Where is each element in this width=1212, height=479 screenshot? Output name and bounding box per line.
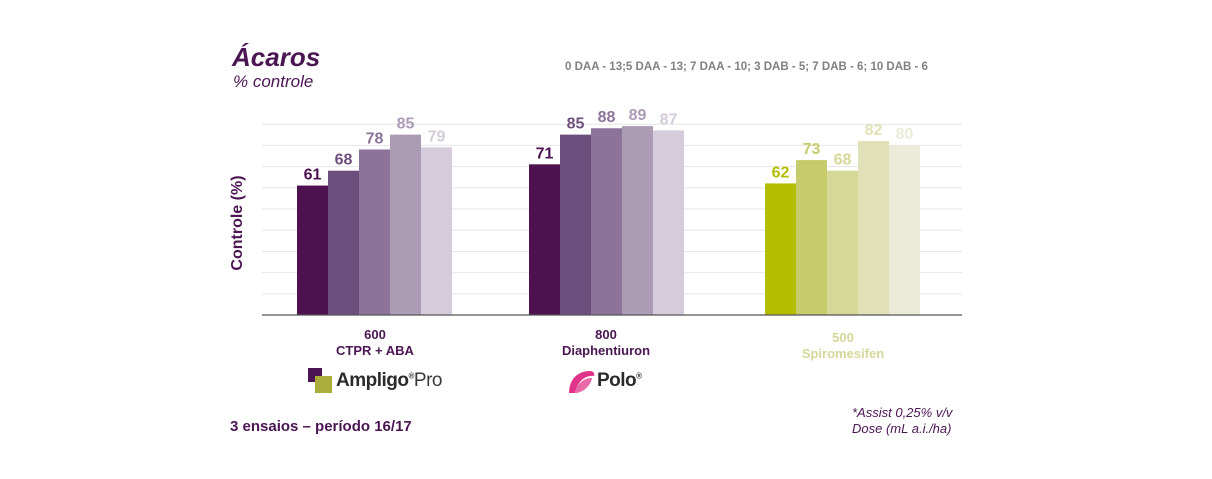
data-label: 61: [304, 167, 322, 184]
data-label: 85: [567, 116, 585, 133]
footnotes: *Assist 0,25% v/v Dose (mL a.i./ha): [852, 405, 952, 437]
ampligo-registered: ®: [408, 371, 415, 381]
data-label: 68: [834, 152, 852, 169]
bar: [328, 170, 359, 315]
data-label: 71: [536, 145, 554, 162]
bar: [421, 147, 452, 315]
polo-mark-icon: [569, 371, 595, 393]
ampligo-pro-logo: Ampligo®Pro: [308, 368, 442, 394]
ampligo-brand-suffix: Pro: [413, 370, 443, 391]
data-label: 62: [772, 164, 790, 181]
group-label-diaphentiuron: 800 Diaphentiuron: [506, 327, 706, 359]
data-label: 80: [896, 126, 914, 143]
polo-brand-name: Polo: [597, 370, 637, 391]
ampligo-brand-name: Ampligo: [336, 370, 409, 391]
data-label: 79: [428, 128, 446, 145]
data-label: 68: [335, 152, 353, 169]
group-dose: 800: [595, 327, 617, 342]
group-label-spiromesifen: 500 Spiromesifen: [743, 330, 943, 362]
group-name: Spiromesifen: [801, 346, 885, 361]
bar: [796, 160, 827, 315]
bar: [622, 126, 653, 315]
bar: [297, 185, 328, 315]
bar: [889, 145, 920, 315]
bar: [390, 134, 421, 315]
data-label: 73: [803, 141, 821, 158]
group-label-ctpr-aba: 600 CTPR + ABA: [275, 327, 475, 359]
group-dose: 500: [832, 330, 854, 345]
polo-logo: Polo®: [566, 367, 642, 395]
group-name: Diaphentiuron: [561, 343, 651, 358]
data-label: 89: [629, 107, 647, 124]
group-name: CTPR + ABA: [336, 343, 414, 358]
bar: [653, 130, 684, 315]
bar: [765, 183, 796, 315]
adjuvant-note: *Assist 0,25% v/v: [852, 405, 953, 420]
data-label: 78: [366, 130, 384, 147]
bar: [359, 149, 390, 315]
group-dose: 600: [364, 327, 386, 342]
data-label: 87: [660, 111, 678, 128]
bar: [858, 140, 889, 315]
timing-legend-note: 0 DAA - 13;5 DAA - 13; 7 DAA - 10; 3 DAB…: [565, 61, 928, 73]
ampligo-mark-icon: [308, 368, 334, 394]
bar: [560, 134, 591, 315]
dose-unit-note: Dose (mL a.i./ha): [852, 421, 952, 436]
chart-subtitle: % controle: [233, 72, 314, 91]
data-label: 82: [865, 122, 883, 139]
bar: [591, 128, 622, 315]
bar: [529, 164, 560, 315]
bar: [827, 170, 858, 315]
data-label: 85: [397, 116, 415, 133]
polo-registered: ®: [636, 371, 642, 381]
trials-period-text: 3 ensaios – período 16/17: [230, 418, 412, 435]
chart-title: Ácaros: [232, 42, 321, 72]
data-label: 88: [598, 109, 616, 126]
